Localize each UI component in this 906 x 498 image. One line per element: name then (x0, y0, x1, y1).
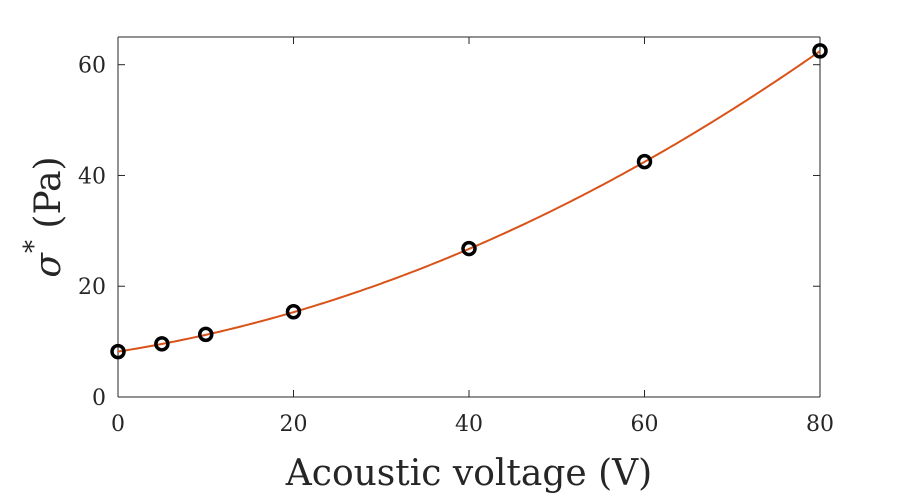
data-point (285, 303, 302, 320)
y-axis-superscript: * (19, 240, 49, 253)
y-axis-symbol: σ (28, 252, 69, 278)
marker-layer (110, 43, 828, 360)
y-axis-unit: (Pa) (28, 156, 69, 228)
x-axis-title: Acoustic voltage (V) (285, 453, 652, 494)
y-tick-label: 20 (78, 275, 106, 300)
data-point (110, 343, 126, 360)
x-tick-label: 0 (111, 412, 125, 437)
data-point (154, 336, 170, 352)
x-tick-label: 20 (280, 412, 308, 437)
y-tick-label: 40 (78, 164, 106, 189)
y-axis-unit-spacer (28, 229, 69, 240)
svg-text:σ* (Pa): σ* (Pa) (19, 156, 69, 277)
x-tick-label: 40 (455, 412, 483, 437)
data-point (198, 326, 214, 343)
x-tick-label: 80 (806, 412, 834, 437)
y-tick-label: 60 (78, 54, 106, 79)
y-tick-label: 0 (92, 386, 106, 411)
x-ticks: 0 20 40 60 80 (111, 37, 834, 437)
y-ticks: 0 20 40 60 (78, 54, 820, 411)
y-axis-title: σ* (Pa) (19, 156, 69, 277)
fit-layer (117, 50, 821, 353)
x-tick-label: 60 (631, 412, 659, 437)
axes-frame (117, 36, 821, 398)
fit-curve (117, 50, 821, 353)
data-point (636, 153, 653, 170)
data-point (812, 43, 828, 59)
data-point (461, 240, 477, 257)
